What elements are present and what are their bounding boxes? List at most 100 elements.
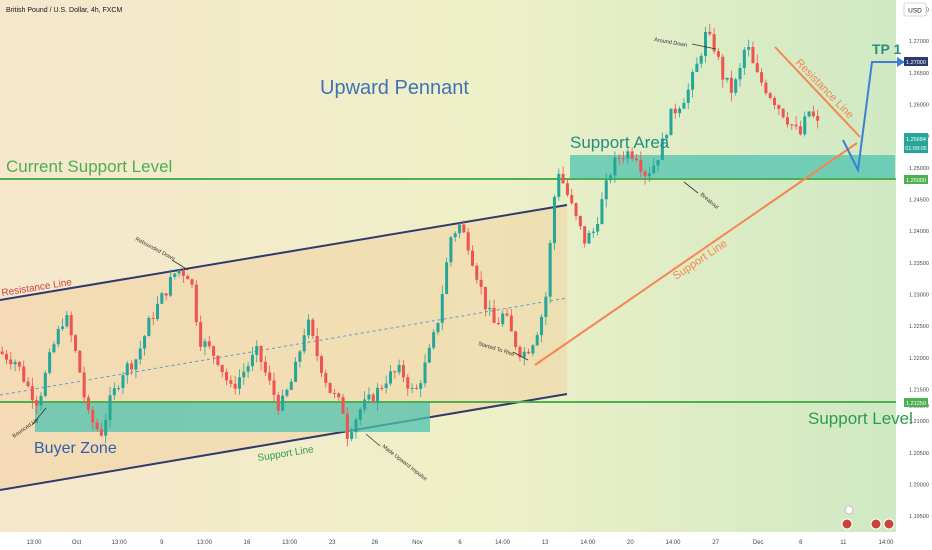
pennant-support-line <box>534 142 858 366</box>
bullish-candle <box>160 293 164 304</box>
time-tick-label: 9 <box>160 540 164 546</box>
bullish-candle <box>695 63 699 73</box>
bearish-candle <box>328 382 332 393</box>
bullish-candle <box>691 72 695 90</box>
time-axis[interactable] <box>0 532 896 550</box>
current-support-level-label: Current Support Level <box>6 157 172 176</box>
bullish-candle <box>652 165 656 174</box>
price-tick-label: 1.22000 <box>909 356 929 362</box>
price-tick-label: 1.26000 <box>909 103 929 109</box>
bearish-candle <box>17 361 21 367</box>
bullish-candle <box>453 233 457 238</box>
bearish-candle <box>514 331 518 347</box>
bullish-candle <box>432 332 436 348</box>
bullish-candle <box>298 351 302 362</box>
bearish-candle <box>99 429 103 436</box>
bullish-candle <box>350 432 354 439</box>
price-tick-label: 1.22500 <box>909 324 929 330</box>
bearish-candle <box>492 307 496 323</box>
bullish-candle <box>742 49 746 68</box>
time-tick-label: 14:00 <box>580 540 596 546</box>
bullish-candle <box>449 237 453 263</box>
bullish-candle <box>173 273 177 278</box>
time-tick-label: 13:00 <box>112 540 128 546</box>
chart-title: Upward Pennant <box>320 77 469 99</box>
bullish-candle <box>604 180 608 200</box>
bearish-candle <box>324 372 328 383</box>
channel-resistance-line <box>0 204 568 301</box>
bearish-candle <box>272 380 276 395</box>
bullish-candle <box>255 346 259 355</box>
bullish-candle <box>423 362 427 384</box>
bearish-candle <box>401 364 405 378</box>
bearish-candle <box>229 380 233 384</box>
bearish-candle <box>630 151 634 159</box>
bullish-candle <box>285 389 289 396</box>
bullish-candle <box>540 316 544 336</box>
bearish-candle <box>207 341 211 347</box>
us-flag-icon[interactable] <box>883 518 895 530</box>
currency-box[interactable] <box>903 2 927 17</box>
bullish-candle <box>177 270 181 274</box>
bullish-candle <box>531 345 535 354</box>
bearish-candle <box>414 387 418 389</box>
time-tick-label: 14:00 <box>878 540 894 546</box>
support-level-label: Support Level <box>808 409 913 428</box>
bearish-candle <box>9 359 13 365</box>
bullish-candle <box>488 307 492 310</box>
bearish-candle <box>565 183 569 195</box>
bearish-candle <box>4 353 8 360</box>
bearish-candle <box>337 393 341 398</box>
bearish-candle <box>755 63 759 73</box>
bullish-candle <box>419 383 423 389</box>
bullish-candle <box>13 361 17 365</box>
bearish-candle <box>760 72 764 83</box>
bearish-candle <box>26 381 30 387</box>
bearish-candle <box>151 317 155 319</box>
bearish-candle <box>91 409 95 423</box>
bearish-candle <box>406 377 410 389</box>
bullish-candle <box>427 347 431 363</box>
bearish-candle <box>483 286 487 310</box>
bearish-candle <box>708 31 712 35</box>
tp-price-text: 1.27000 <box>906 60 926 66</box>
bullish-candle <box>242 371 246 378</box>
event-icon[interactable] <box>844 505 854 515</box>
bullish-candle <box>138 348 142 360</box>
bearish-candle <box>764 82 768 94</box>
bullish-candle <box>281 395 285 411</box>
bearish-candle <box>729 77 733 93</box>
bearish-candle <box>332 392 336 394</box>
bearish-candle <box>315 335 319 357</box>
bullish-candle <box>363 399 367 410</box>
support-area-zone <box>570 155 895 179</box>
uk-flag-icon[interactable] <box>870 518 882 530</box>
time-tick-label: 26 <box>371 540 378 546</box>
bearish-candle <box>518 346 522 358</box>
bullish-candle <box>289 381 293 390</box>
price-scale[interactable] <box>896 0 932 532</box>
bearish-candle <box>777 105 781 109</box>
bearish-candle <box>643 171 647 177</box>
bearish-candle <box>811 111 815 117</box>
bearish-candle <box>194 284 198 323</box>
bearish-candle <box>639 160 643 172</box>
bullish-candle <box>104 419 108 436</box>
bullish-candle <box>682 102 686 109</box>
bearish-candle <box>86 397 90 410</box>
bullish-candle <box>665 135 669 139</box>
bearish-candle <box>617 157 621 159</box>
buyer-zone-label: Buyer Zone <box>34 440 117 457</box>
current-price-text: 1.25684 <box>906 137 926 143</box>
bearish-candle <box>578 216 582 227</box>
channel-support-line <box>0 393 568 491</box>
bullish-candle <box>656 159 660 166</box>
bullish-candle <box>596 223 600 232</box>
time-tick-label: 27 <box>712 540 719 546</box>
price-tick-label: 1.20000 <box>909 483 929 489</box>
us-flag-icon[interactable] <box>841 518 853 530</box>
bearish-candle <box>790 124 794 126</box>
bullish-candle <box>803 116 807 135</box>
bearish-candle <box>798 126 802 135</box>
